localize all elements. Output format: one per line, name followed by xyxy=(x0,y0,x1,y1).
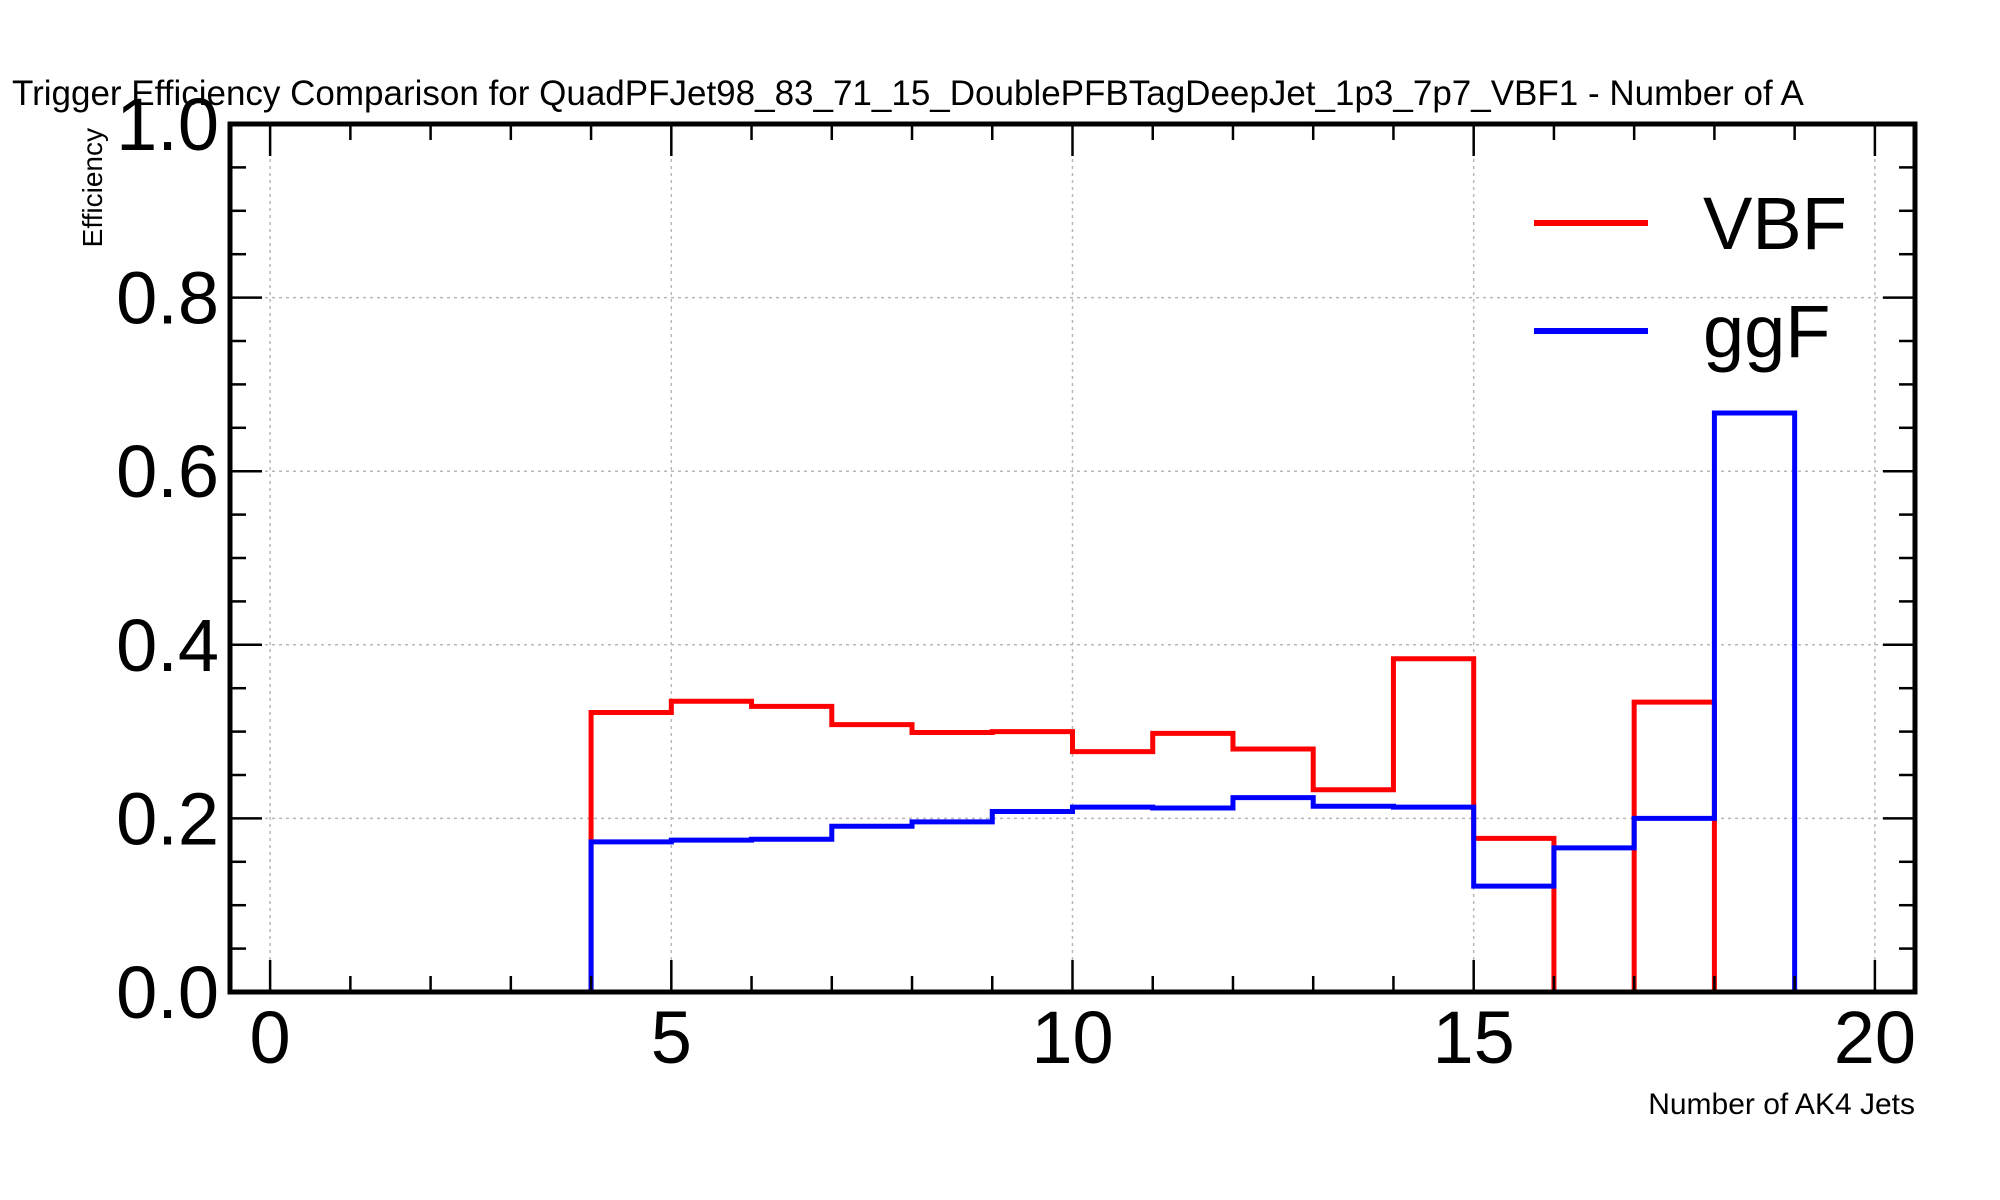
series-line-ggf xyxy=(270,410,1875,995)
series-ggf xyxy=(270,410,1875,995)
tick-labels: 0 5 10 15 20 0.0 0.2 0.4 0.6 0.8 1.0 xyxy=(116,83,1916,1079)
y-tick-label: 1.0 xyxy=(116,83,219,166)
y-tick-label: 0.2 xyxy=(116,777,219,860)
x-axis-label: Number of AK4 Jets xyxy=(1648,1088,1915,1121)
legend-label-ggf: ggF xyxy=(1703,290,1831,373)
x-tick-label: 0 xyxy=(250,996,291,1079)
y-tick-label: 0.0 xyxy=(116,951,219,1034)
y-axis-label: Efficiency xyxy=(77,128,108,247)
y-tick-label: 0.4 xyxy=(116,604,219,687)
x-tick-label: 10 xyxy=(1031,996,1113,1079)
y-tick-label: 0.6 xyxy=(116,430,219,513)
x-tick-label: 20 xyxy=(1834,996,1916,1079)
chart-title: Trigger Efficiency Comparison for QuadPF… xyxy=(12,74,1805,113)
x-tick-label: 5 xyxy=(651,996,692,1079)
x-tick-label: 15 xyxy=(1433,996,1515,1079)
legend-label-vbf: VBF xyxy=(1703,182,1847,265)
legend: VBF ggF xyxy=(1534,182,1847,373)
plot-frame xyxy=(227,121,1918,995)
y-tick-label: 0.8 xyxy=(116,257,219,340)
